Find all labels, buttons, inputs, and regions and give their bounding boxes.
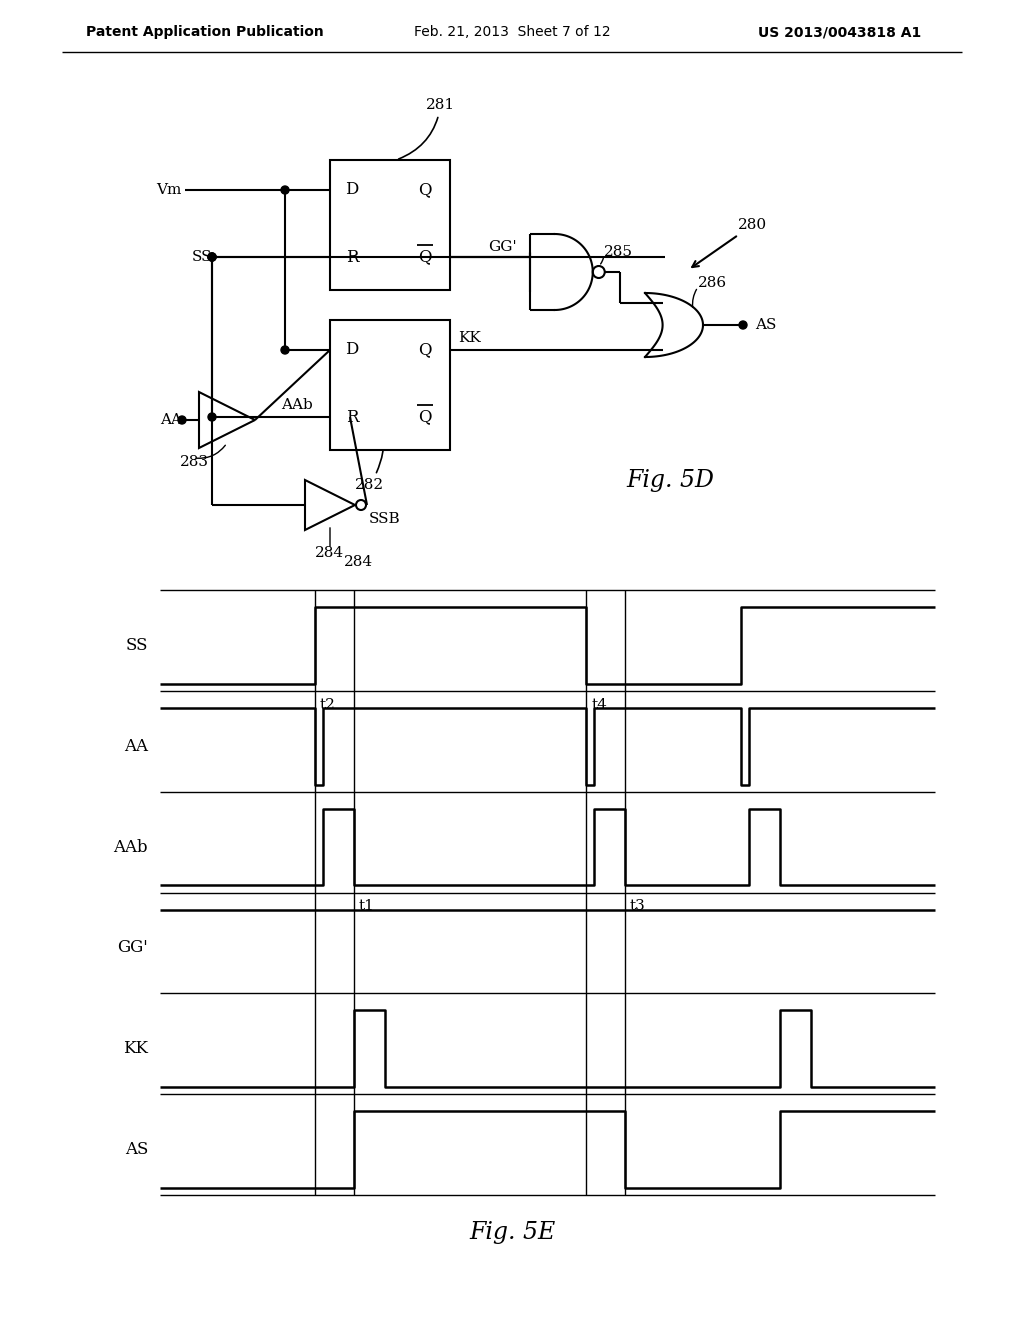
Text: 284: 284 — [344, 554, 374, 569]
Text: SS: SS — [191, 249, 212, 264]
Circle shape — [281, 186, 289, 194]
Text: Patent Application Publication: Patent Application Publication — [86, 25, 324, 40]
Text: 284: 284 — [315, 546, 344, 560]
Text: Q: Q — [418, 248, 432, 265]
Text: AA: AA — [124, 738, 148, 755]
Text: t4: t4 — [591, 698, 607, 711]
Text: 280: 280 — [692, 218, 767, 267]
Circle shape — [739, 321, 746, 329]
Bar — [330, 319, 450, 450]
Text: Vm: Vm — [157, 183, 182, 197]
Bar — [330, 160, 450, 290]
Text: t1: t1 — [358, 899, 375, 913]
Text: t3: t3 — [630, 899, 646, 913]
Text: 285: 285 — [604, 246, 633, 259]
Text: Fig. 5E: Fig. 5E — [469, 1221, 555, 1243]
Text: D: D — [345, 342, 358, 359]
Text: t2: t2 — [319, 698, 336, 711]
Text: R: R — [346, 408, 358, 425]
Circle shape — [208, 413, 216, 421]
Text: 286: 286 — [698, 276, 727, 290]
Text: US 2013/0043818 A1: US 2013/0043818 A1 — [759, 25, 922, 40]
Text: AA: AA — [160, 413, 182, 426]
Text: AS: AS — [755, 318, 776, 333]
Circle shape — [178, 416, 186, 424]
Text: GG': GG' — [118, 940, 148, 957]
Text: Q: Q — [418, 408, 432, 425]
Circle shape — [208, 253, 216, 261]
Text: KK: KK — [458, 331, 480, 345]
Text: R: R — [346, 248, 358, 265]
Text: SSB: SSB — [369, 512, 400, 525]
Circle shape — [208, 253, 216, 261]
Text: 282: 282 — [355, 392, 385, 492]
Circle shape — [208, 253, 216, 261]
Text: AAb: AAb — [282, 399, 313, 412]
Text: D: D — [345, 181, 358, 198]
Text: Feb. 21, 2013  Sheet 7 of 12: Feb. 21, 2013 Sheet 7 of 12 — [414, 25, 610, 40]
Text: GG': GG' — [488, 240, 517, 253]
Text: 283: 283 — [179, 455, 209, 469]
Text: Fig. 5D: Fig. 5D — [626, 469, 714, 491]
Text: AS: AS — [125, 1140, 148, 1158]
Circle shape — [281, 346, 289, 354]
Text: Q: Q — [418, 181, 432, 198]
Text: AAb: AAb — [114, 838, 148, 855]
Text: Q: Q — [418, 342, 432, 359]
Text: 281: 281 — [398, 98, 455, 158]
Text: SS: SS — [126, 638, 148, 653]
Text: KK: KK — [123, 1040, 148, 1057]
